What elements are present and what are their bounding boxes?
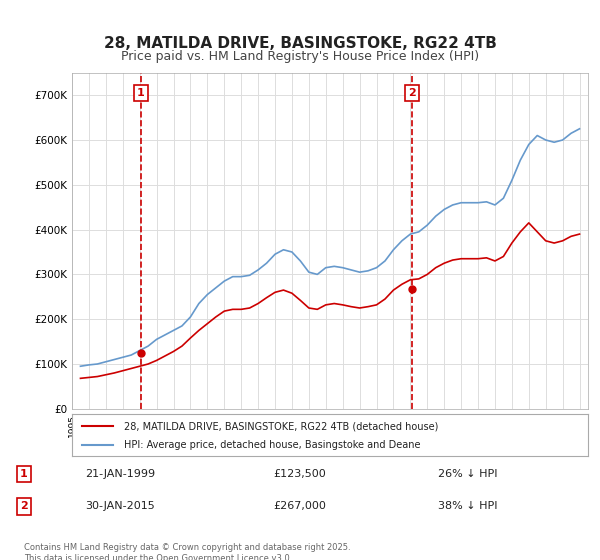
Text: £267,000: £267,000 [274,501,326,511]
Text: 2: 2 [20,501,28,511]
Text: 38% ↓ HPI: 38% ↓ HPI [438,501,498,511]
Text: 26% ↓ HPI: 26% ↓ HPI [438,469,498,479]
Text: 21-JAN-1999: 21-JAN-1999 [85,469,155,479]
Text: 30-JAN-2015: 30-JAN-2015 [85,501,155,511]
Text: 28, MATILDA DRIVE, BASINGSTOKE, RG22 4TB: 28, MATILDA DRIVE, BASINGSTOKE, RG22 4TB [104,36,496,52]
Text: HPI: Average price, detached house, Basingstoke and Deane: HPI: Average price, detached house, Basi… [124,440,420,450]
Text: 28, MATILDA DRIVE, BASINGSTOKE, RG22 4TB (detached house): 28, MATILDA DRIVE, BASINGSTOKE, RG22 4TB… [124,421,438,431]
Text: Contains HM Land Registry data © Crown copyright and database right 2025.
This d: Contains HM Land Registry data © Crown c… [24,543,350,560]
Text: Price paid vs. HM Land Registry's House Price Index (HPI): Price paid vs. HM Land Registry's House … [121,50,479,63]
Text: 2: 2 [408,88,416,98]
Text: £123,500: £123,500 [274,469,326,479]
Text: 1: 1 [137,88,145,98]
Text: 1: 1 [20,469,28,479]
